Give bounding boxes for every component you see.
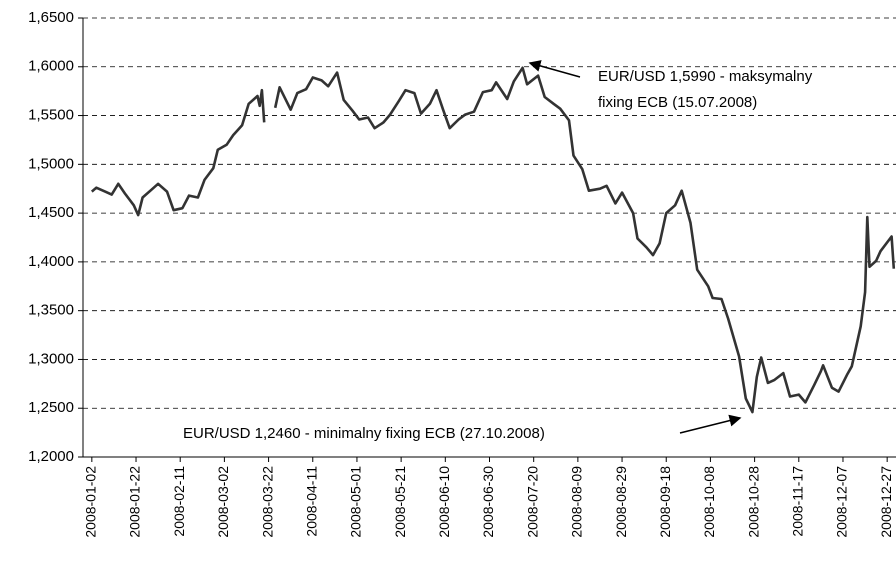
x-tick-label: 2008-03-02 [215, 466, 231, 538]
x-tick-label: 2008-06-30 [480, 466, 496, 538]
x-tick-label: 2008-09-18 [657, 466, 673, 538]
y-tick-label: 1,5500 [28, 107, 74, 124]
x-tick-label: 2008-06-10 [436, 466, 452, 538]
annotation-arrow [679, 414, 742, 434]
x-tick-label: 2008-01-02 [83, 466, 99, 538]
x-tick-label: 2008-05-01 [348, 466, 364, 538]
x-tick-label: 2008-05-21 [392, 466, 408, 538]
y-tick-label: 1,3000 [28, 350, 74, 367]
x-tick-label: 2008-04-11 [303, 466, 319, 537]
annotation: EUR/USD 1,2460 - minimalny fixing ECB (2… [183, 425, 545, 442]
x-tick-label: 2008-10-08 [701, 466, 717, 538]
y-tick-label: 1,3500 [28, 302, 74, 319]
x-tick-label: 2008-12-27 [878, 466, 894, 538]
x-tick-label: 2008-10-28 [745, 466, 761, 538]
y-tick-label: 1,2000 [28, 448, 74, 465]
x-tick-label: 2008-08-09 [569, 466, 585, 538]
y-tick-label: 1,4000 [28, 253, 74, 270]
y-tick-label: 1,2500 [28, 399, 74, 416]
y-tick-label: 1,5000 [28, 155, 74, 172]
x-tick-label: 2008-12-07 [834, 466, 850, 538]
x-tick-label: 2008-03-22 [259, 466, 275, 538]
annotation: EUR/USD 1,5990 - maksymalny [598, 68, 813, 85]
y-tick-label: 1,6000 [28, 58, 74, 75]
annotation-arrow [528, 60, 581, 78]
x-tick-label: 2008-02-11 [171, 466, 187, 537]
y-tick-label: 1,6500 [28, 9, 74, 26]
line-series [90, 66, 896, 414]
x-tick-label: 2008-11-17 [789, 466, 805, 537]
x-tick-label: 2008-07-20 [524, 466, 540, 538]
x-tick-label: 2008-01-22 [127, 466, 143, 538]
x-tick-label: 2008-08-29 [613, 466, 629, 538]
y-tick-label: 1,4500 [28, 204, 74, 221]
annotation: fixing ECB (15.07.2008) [598, 94, 757, 111]
